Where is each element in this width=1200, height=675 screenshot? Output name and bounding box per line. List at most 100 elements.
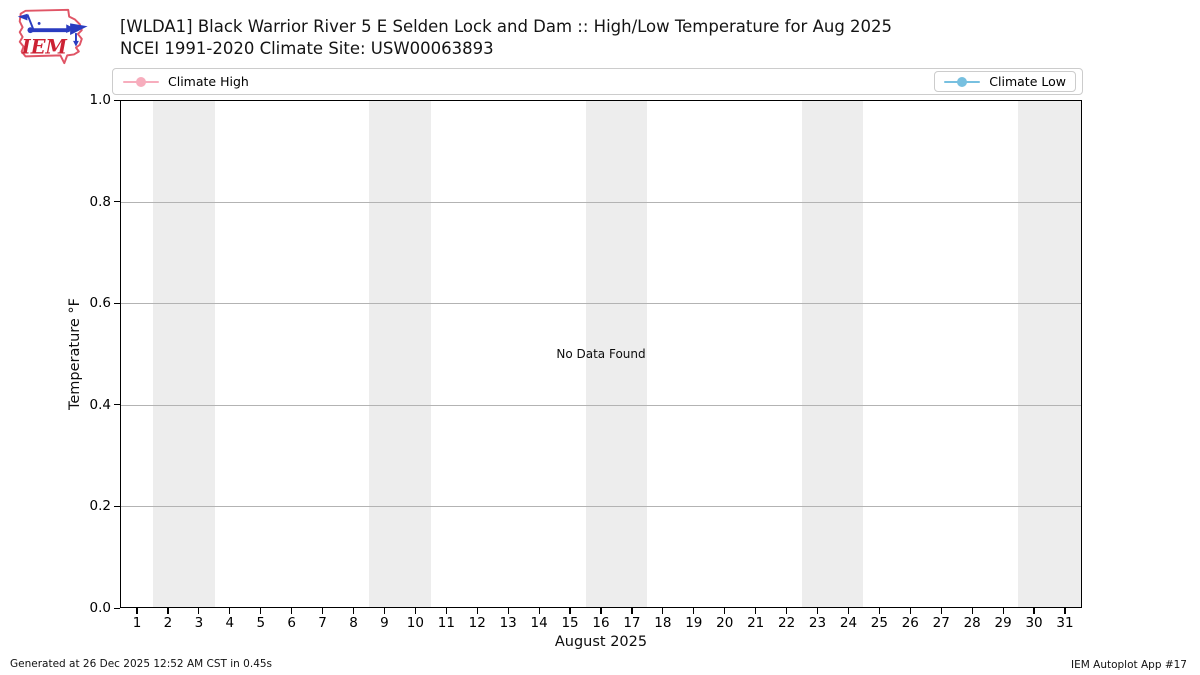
- x-tick-mark: [755, 608, 757, 614]
- gridline: [121, 202, 1081, 204]
- x-tick-mark: [940, 608, 942, 614]
- x-tick-label: 26: [901, 615, 919, 631]
- x-tick-mark: [445, 608, 447, 614]
- x-tick-label: 16: [592, 615, 610, 631]
- y-tick-label: 0.8: [89, 193, 111, 210]
- y-tick-label: 0.6: [89, 295, 111, 312]
- x-tick-mark: [538, 608, 540, 614]
- x-tick-mark: [167, 608, 169, 614]
- weekend-band: [801, 101, 864, 607]
- x-tick-label: 19: [685, 615, 703, 631]
- x-tick-label: 30: [1025, 615, 1043, 631]
- climate-high-marker-icon: [123, 76, 159, 87]
- chart-title-block: [WLDA1] Black Warrior River 5 E Selden L…: [120, 16, 892, 59]
- x-tick-label: 7: [318, 615, 327, 631]
- no-data-message: No Data Found: [556, 347, 646, 361]
- x-tick-mark: [476, 608, 478, 614]
- legend-label-climate-high: Climate High: [168, 74, 249, 89]
- y-tick-mark: [114, 201, 120, 203]
- x-tick-mark: [1064, 608, 1066, 614]
- iem-logo: IEM: [17, 8, 88, 65]
- y-tick-mark: [114, 404, 120, 406]
- x-tick-mark: [971, 608, 973, 614]
- x-tick-label: 27: [932, 615, 950, 631]
- legend-label-climate-low: Climate Low: [989, 74, 1066, 89]
- y-tick-mark: [114, 302, 120, 304]
- x-tick-label: 23: [808, 615, 827, 631]
- x-tick-label: 5: [256, 615, 266, 631]
- x-tick-label: 14: [530, 615, 548, 631]
- x-tick-label: 18: [654, 615, 672, 631]
- weekend-band: [369, 101, 432, 607]
- x-tick-mark: [847, 608, 850, 614]
- x-tick-label: 2: [163, 615, 173, 631]
- x-tick-label: 8: [349, 615, 358, 631]
- y-tick-label: 1.0: [89, 92, 111, 108]
- y-tick-mark: [114, 99, 120, 101]
- x-tick-mark: [878, 608, 880, 614]
- x-tick-label: 13: [499, 615, 517, 631]
- chart-subtitle: NCEI 1991-2020 Climate Site: USW00063893: [120, 38, 494, 58]
- x-tick-mark: [136, 608, 138, 614]
- y-tick-mark: [114, 505, 120, 508]
- x-tick-mark: [352, 608, 355, 614]
- weekend-band: [153, 101, 216, 607]
- generated-timestamp: Generated at 26 Dec 2025 12:52 AM CST in…: [10, 658, 273, 670]
- y-tick-mark: [114, 607, 120, 609]
- x-tick-label: 24: [839, 615, 858, 631]
- weekend-band: [585, 101, 648, 607]
- x-tick-label: 12: [468, 615, 486, 631]
- y-axis-label: Temperature °F: [67, 297, 83, 411]
- iowa-outline-icon: [18, 8, 83, 65]
- climate-low-marker-icon: [944, 76, 981, 87]
- x-tick-label: 22: [778, 615, 796, 631]
- x-tick-mark: [229, 608, 231, 614]
- x-tick-label: 21: [747, 615, 765, 631]
- x-tick-label: 4: [225, 615, 235, 631]
- x-tick-label: 9: [380, 615, 389, 631]
- x-tick-label: 20: [716, 615, 734, 631]
- x-tick-mark: [600, 608, 602, 614]
- x-tick-mark: [507, 608, 509, 614]
- gridline: [121, 303, 1081, 305]
- y-tick-label: 0.4: [89, 396, 111, 413]
- gridline: [121, 404, 1081, 406]
- x-tick-mark: [1002, 608, 1004, 614]
- weekend-band: [1017, 101, 1081, 607]
- chart-title: [WLDA1] Black Warrior River 5 E Selden L…: [120, 17, 893, 36]
- x-tick-mark: [383, 608, 386, 614]
- x-tick-label: 6: [287, 615, 296, 631]
- x-tick-mark: [724, 608, 726, 614]
- x-tick-label: 15: [561, 615, 579, 631]
- y-tick-label: 0.0: [89, 600, 111, 616]
- x-tick-label: 31: [1056, 615, 1074, 631]
- x-tick-mark: [291, 608, 293, 614]
- x-tick-label: 1: [132, 615, 142, 631]
- x-tick-mark: [322, 608, 324, 614]
- x-axis-label: August 2025: [554, 634, 648, 650]
- x-tick-label: 17: [623, 615, 641, 631]
- legend-entry-climate-high: Climate High: [113, 74, 249, 89]
- x-tick-mark: [816, 608, 819, 614]
- x-tick-mark: [662, 608, 664, 614]
- x-tick-mark: [909, 608, 911, 614]
- x-tick-label: 25: [870, 615, 888, 631]
- x-tick-mark: [569, 608, 571, 614]
- x-tick-label: 3: [194, 615, 204, 631]
- plot-area: No Data Found: [120, 100, 1082, 608]
- x-tick-label: 11: [437, 615, 455, 631]
- x-tick-label: 10: [406, 615, 424, 631]
- app-credit: IEM Autoplot App #17: [1071, 659, 1187, 671]
- x-tick-label: 28: [963, 615, 981, 631]
- x-tick-mark: [260, 608, 262, 614]
- x-tick-mark: [1033, 608, 1035, 614]
- x-tick-mark: [198, 608, 200, 614]
- x-tick-label: 29: [994, 615, 1012, 631]
- x-tick-mark: [693, 608, 695, 614]
- y-tick-label: 0.2: [89, 498, 111, 515]
- legend: Climate High Climate Low: [112, 68, 1083, 95]
- legend-entry-climate-low: Climate Low: [934, 71, 1076, 92]
- iem-logo-text: IEM: [21, 35, 68, 58]
- gridline: [121, 505, 1081, 507]
